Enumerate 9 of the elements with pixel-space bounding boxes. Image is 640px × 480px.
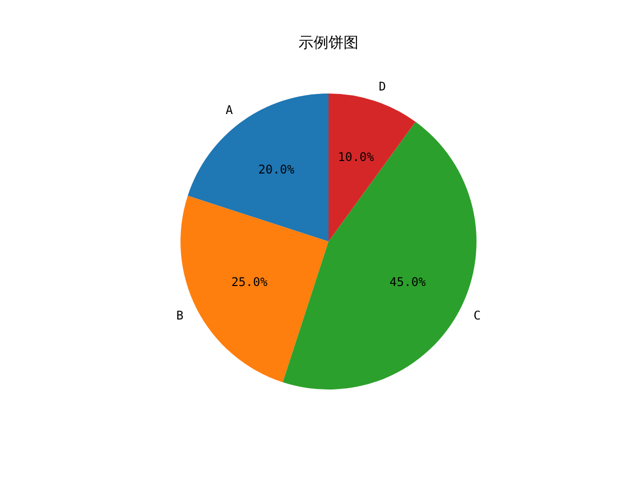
data-label: 25.0% — [231, 274, 268, 289]
chart-title: 示例饼图 — [298, 34, 358, 52]
data-label: 10.0% — [338, 150, 375, 164]
data-label: 45.0% — [390, 274, 426, 289]
slice-label: C — [474, 308, 481, 322]
slice-label: D — [378, 80, 386, 94]
slice-label: A — [226, 102, 234, 117]
data-label: 20.0% — [258, 162, 296, 177]
slice-label: B — [176, 308, 184, 322]
